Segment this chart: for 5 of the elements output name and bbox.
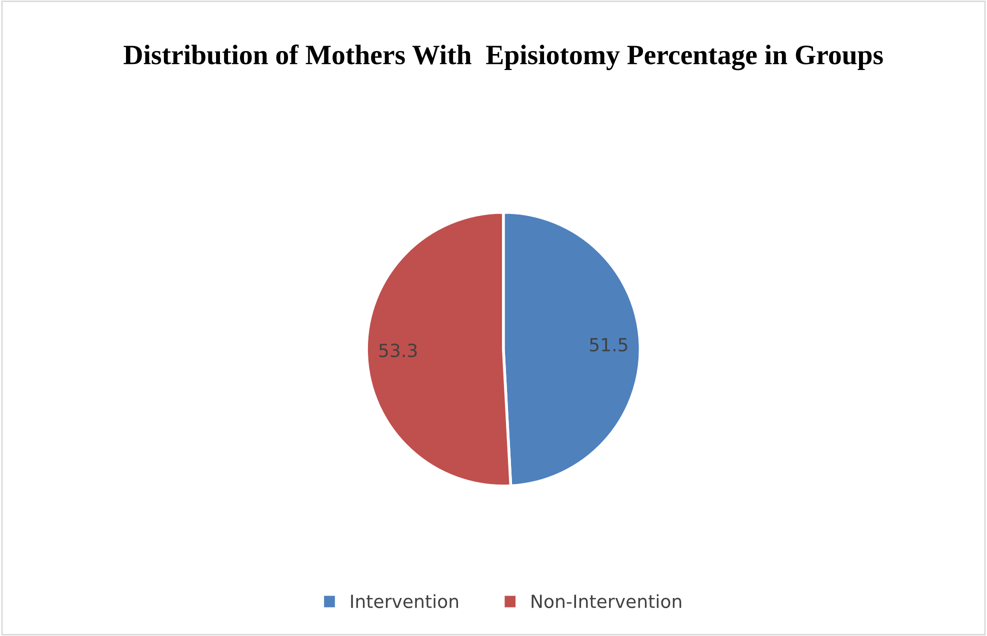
chart-title: Distribution of Mothers With Episiotomy Percentage in Groups bbox=[124, 44, 883, 70]
legend-label: Non-Intervention bbox=[532, 594, 682, 608]
data-label: 53.3 bbox=[379, 344, 417, 358]
legend-label: Intervention bbox=[351, 594, 458, 608]
data-label: 51.5 bbox=[590, 338, 628, 352]
